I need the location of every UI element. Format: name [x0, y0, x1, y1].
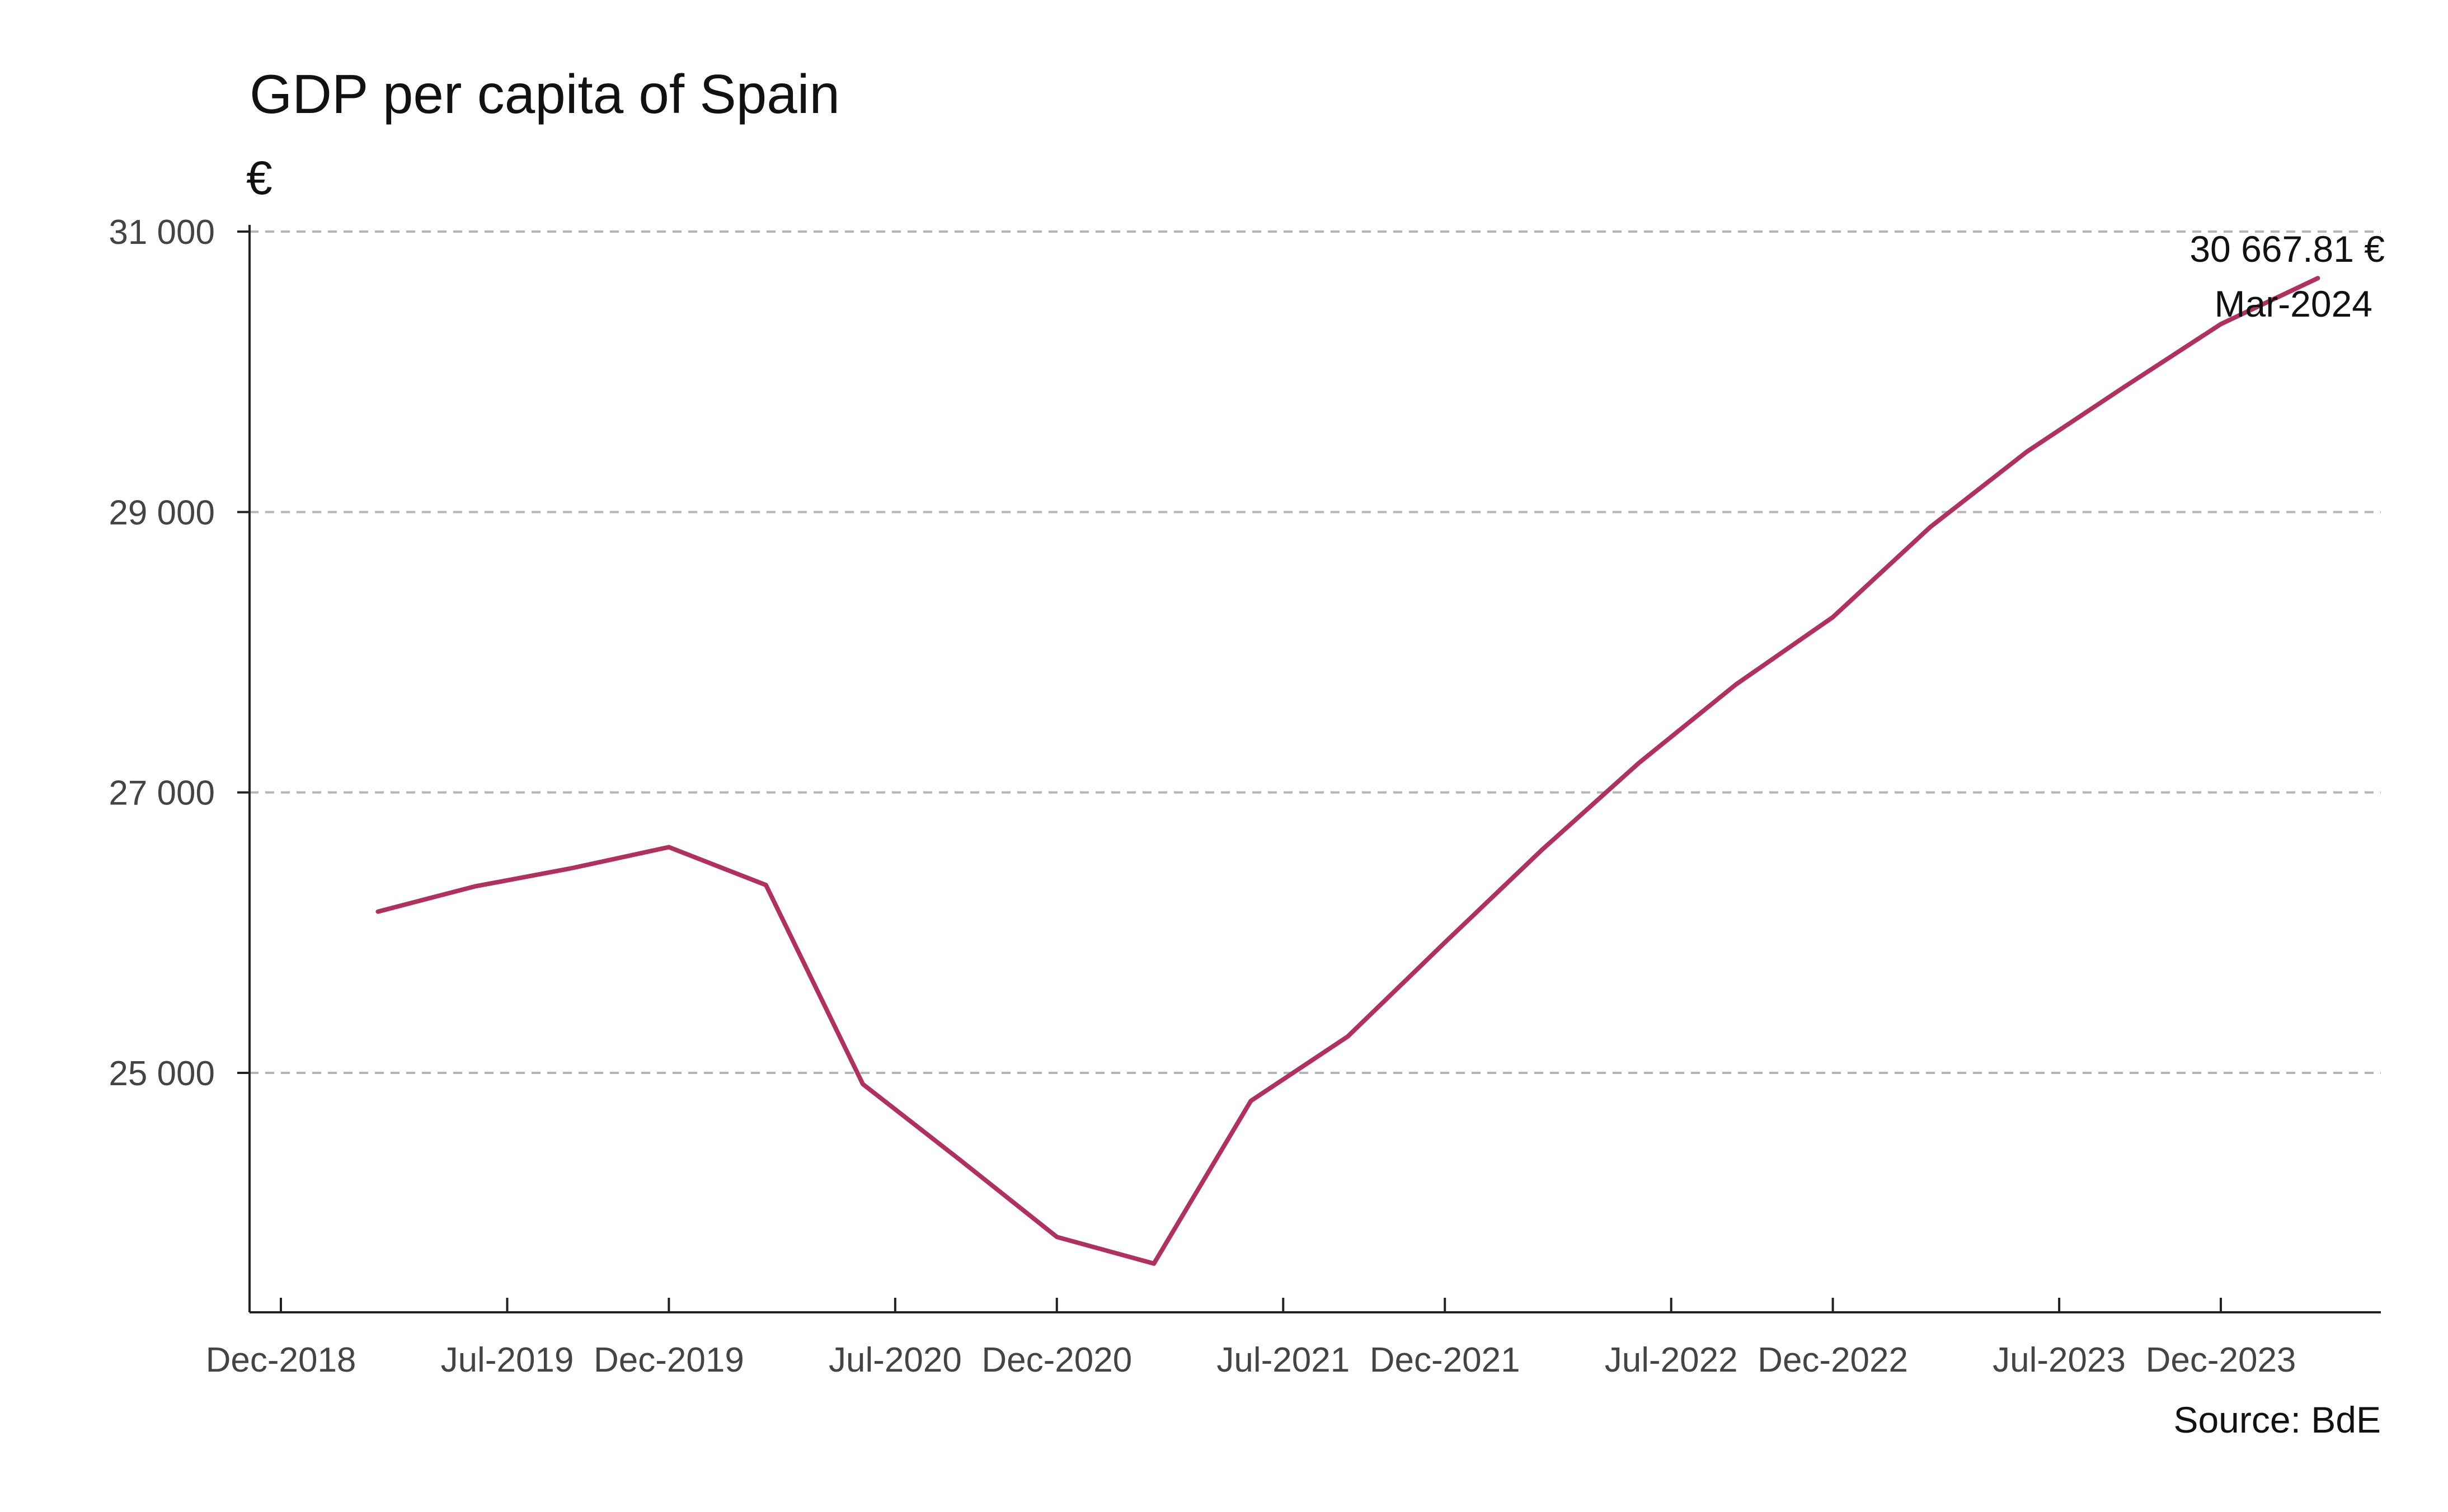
last-date-label: Mar-2024: [2215, 283, 2372, 324]
x-tick-label: Jul-2020: [829, 1341, 962, 1379]
grid-layer: [250, 230, 2381, 1074]
data-point: [2123, 387, 2124, 388]
data-point: [1347, 1036, 1348, 1037]
x-tick-label: Jul-2022: [1605, 1341, 1738, 1379]
source-note: Source: BdE: [2173, 1399, 2381, 1440]
y-tick-label: 31 000: [109, 213, 215, 252]
x-tick-label: Jul-2023: [1993, 1341, 2126, 1379]
series-layer: [375, 276, 2320, 1266]
x-tick-label: Dec-2021: [1370, 1341, 1520, 1379]
x-tick-label: Dec-2019: [594, 1341, 744, 1379]
data-point: [474, 886, 475, 887]
x-tick-label: Dec-2023: [2146, 1341, 2296, 1379]
y-tick-label: 29 000: [109, 493, 215, 532]
x-tick-label: Jul-2021: [1216, 1341, 1350, 1379]
y-unit-label: €: [246, 152, 272, 204]
x-tick-label: Dec-2020: [981, 1341, 1132, 1379]
series-line: [375, 276, 2320, 1266]
annotation-layer: 30 667.81 € Mar-2024: [2189, 228, 2385, 324]
x-tick-label: Dec-2022: [1758, 1341, 1908, 1379]
data-point: [1638, 763, 1639, 764]
last-value-label: 30 667.81 €: [2189, 228, 2385, 270]
y-tick-label: 25 000: [109, 1054, 215, 1093]
x-tick-label: Dec-2018: [206, 1341, 356, 1379]
x-tick-label: Jul-2019: [441, 1341, 574, 1379]
chart-title: GDP per capita of Spain: [250, 63, 840, 125]
axis-layer: 25 000 27 000 29 000 31 000 Dec-2018 Jul-2019…: [109, 213, 2381, 1379]
y-tick-label: 27 000: [109, 774, 215, 813]
